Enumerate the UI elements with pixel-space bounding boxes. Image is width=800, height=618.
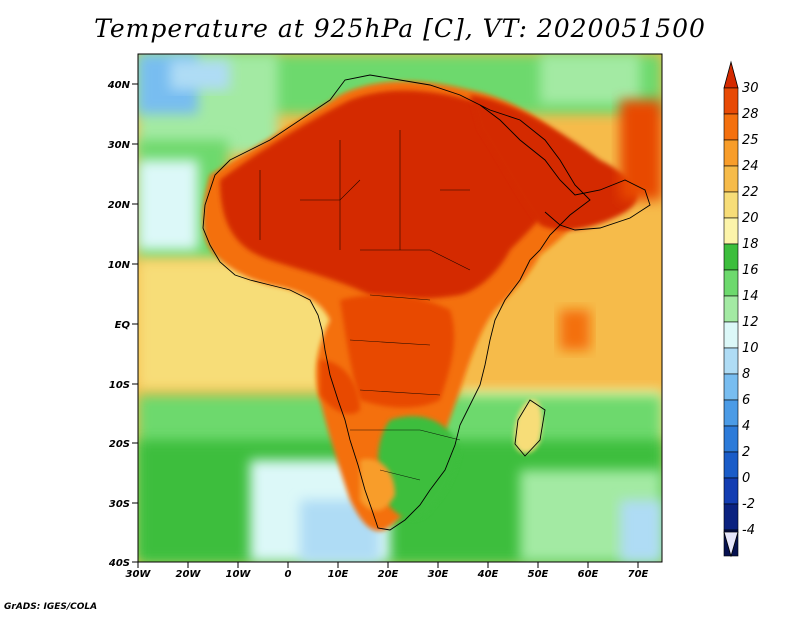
temperature-field [138, 54, 662, 562]
colorbar-swatch [723, 191, 739, 219]
colorbar-bottom-arrow [723, 531, 739, 558]
colorbar-label: 28 [742, 107, 759, 122]
colorbar-label: 0 [742, 471, 750, 486]
colorbar-top-arrow [723, 60, 739, 89]
country-borders [259, 130, 471, 481]
colorbar-label: 30 [742, 81, 759, 96]
colorbar-label: 22 [742, 185, 759, 200]
lat-tick-label: 20S [109, 439, 130, 450]
colorbar-swatch [723, 113, 739, 141]
colorbar-swatch [723, 373, 739, 401]
lat-tick-label: 40S [108, 558, 130, 569]
colorbar-label: 18 [742, 237, 759, 252]
lat-tick-label: 10N [108, 260, 131, 271]
colorbar-swatch [723, 477, 739, 505]
colorbar-swatch [723, 165, 739, 193]
colorbar-swatch [723, 399, 739, 427]
lon-tick-label: 0 [285, 569, 292, 580]
colorbar-swatch [723, 87, 739, 115]
lon-tick-label: 70E [628, 569, 649, 580]
colorbar-swatch [723, 503, 739, 531]
colorbar-swatch [723, 243, 739, 271]
colorbar-swatch [723, 295, 739, 323]
lon-tick-label: 20W [176, 569, 202, 580]
lat-tick-label: 20N [108, 200, 131, 211]
colorbar-label: 14 [742, 289, 759, 304]
colorbar-label: 20 [742, 211, 759, 226]
lat-axis: 40N 30N 20N 10N EQ 10S 20S 30S 40S [107, 80, 138, 569]
lon-axis: 30W 20W 10W 0 10E 20E 30E 40E 50E 60E 70… [126, 562, 649, 580]
lon-tick-label: 10E [328, 569, 349, 580]
colorbar-swatch [723, 321, 739, 349]
lat-tick-label: EQ [115, 320, 131, 331]
colorbar-swatch [723, 451, 739, 479]
lon-tick-label: 60E [578, 569, 599, 580]
lat-tick-label: 40N [107, 80, 131, 91]
colorbar-swatch [723, 425, 739, 453]
map-title: Temperature at 925hPa [C], VT: 202005150… [94, 14, 706, 43]
colorbar-label: 12 [742, 315, 759, 330]
coastlines [202, 74, 651, 531]
colorbar-swatch [723, 269, 739, 297]
lat-tick-label: 30S [109, 499, 130, 510]
colorbar-swatch [723, 217, 739, 245]
colorbar-label: 6 [742, 393, 750, 408]
colorbar: 30 28 25 24 22 20 18 16 14 12 10 8 6 4 2… [723, 60, 759, 558]
colorbar-label: -4 [742, 523, 755, 538]
colorbar-label: 25 [742, 133, 759, 148]
credit-text: GrADS: IGES/COLA [4, 602, 98, 612]
colorbar-label: 16 [742, 263, 759, 278]
lon-tick-label: 20E [378, 569, 399, 580]
lat-tick-label: 10S [109, 380, 130, 391]
lon-tick-label: 40E [477, 569, 499, 580]
colorbar-label: 8 [742, 367, 750, 382]
lon-tick-label: 50E [528, 569, 549, 580]
lon-tick-label: 30E [428, 569, 449, 580]
colorbar-label: 4 [742, 419, 750, 434]
colorbar-label: 10 [742, 341, 759, 356]
lon-tick-label: 10W [226, 569, 252, 580]
colorbar-label: -2 [742, 497, 755, 512]
colorbar-label: 24 [742, 159, 759, 174]
lon-tick-label: 30W [126, 569, 152, 580]
lat-tick-label: 30N [108, 140, 131, 151]
colorbar-swatch [723, 347, 739, 375]
colorbar-label: 2 [742, 445, 750, 460]
colorbar-swatch [723, 139, 739, 167]
